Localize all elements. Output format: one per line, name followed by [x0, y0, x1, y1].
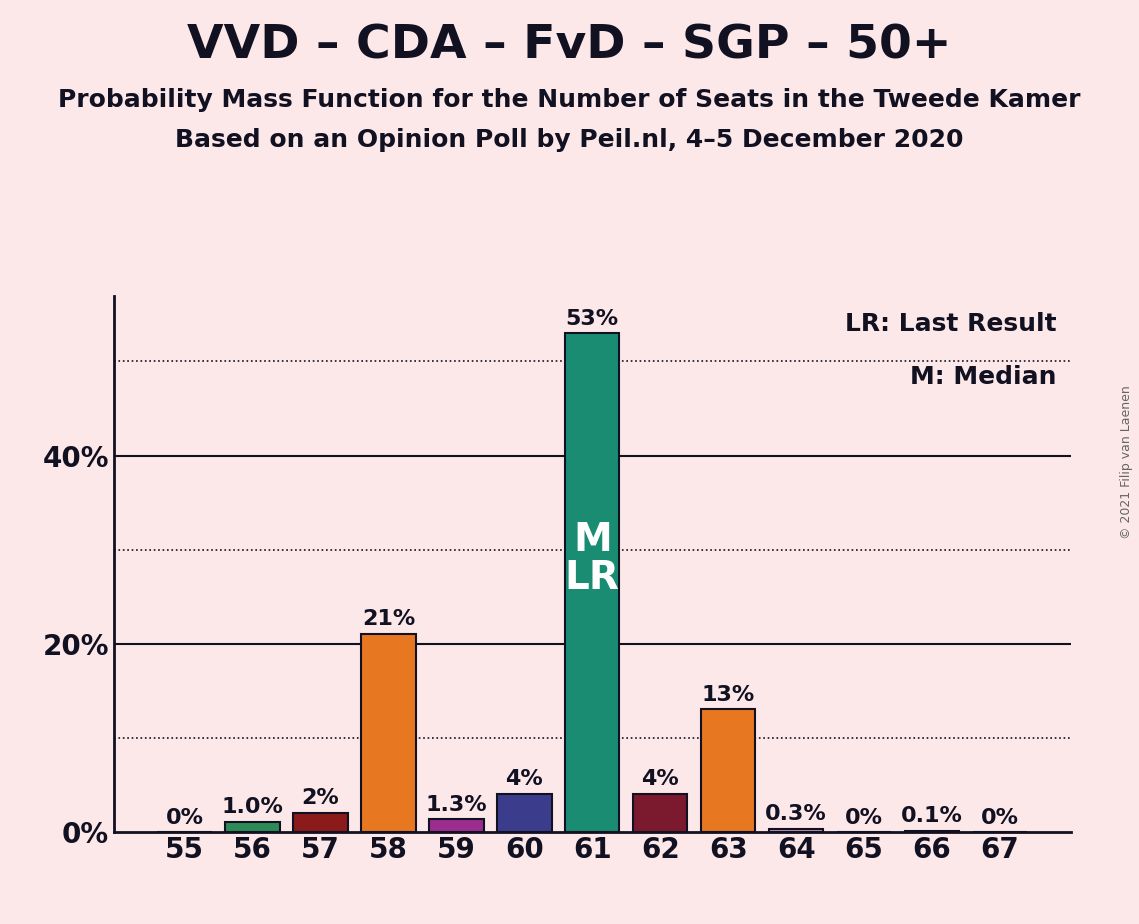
Text: 4%: 4% [641, 770, 679, 789]
Text: 0%: 0% [845, 808, 883, 828]
Bar [769, 829, 823, 832]
Text: 0.3%: 0.3% [765, 804, 827, 824]
Text: 0.1%: 0.1% [901, 806, 962, 826]
Text: 1.3%: 1.3% [426, 795, 487, 815]
Bar [226, 822, 280, 832]
Text: 2%: 2% [302, 788, 339, 808]
Text: 13%: 13% [702, 685, 755, 705]
Text: 21%: 21% [362, 610, 415, 629]
Text: M: M [573, 521, 612, 559]
Bar [700, 710, 755, 832]
Text: LR: LR [565, 559, 620, 597]
Text: 1.0%: 1.0% [222, 797, 284, 818]
Text: VVD – CDA – FvD – SGP – 50+: VVD – CDA – FvD – SGP – 50+ [187, 23, 952, 68]
Bar [294, 813, 347, 832]
Text: 53%: 53% [566, 309, 618, 329]
Bar [361, 634, 416, 832]
Text: 4%: 4% [506, 770, 543, 789]
Bar [565, 334, 620, 832]
Bar [904, 831, 959, 832]
Bar [429, 820, 484, 832]
Text: 0%: 0% [165, 808, 204, 828]
Text: M: Median: M: Median [910, 365, 1056, 389]
Text: 0%: 0% [981, 808, 1019, 828]
Text: Based on an Opinion Poll by Peil.nl, 4–5 December 2020: Based on an Opinion Poll by Peil.nl, 4–5… [175, 128, 964, 152]
Text: © 2021 Filip van Laenen: © 2021 Filip van Laenen [1121, 385, 1133, 539]
Text: Probability Mass Function for the Number of Seats in the Tweede Kamer: Probability Mass Function for the Number… [58, 88, 1081, 112]
Bar [633, 794, 688, 832]
Text: LR: Last Result: LR: Last Result [845, 311, 1056, 335]
Bar [497, 794, 551, 832]
